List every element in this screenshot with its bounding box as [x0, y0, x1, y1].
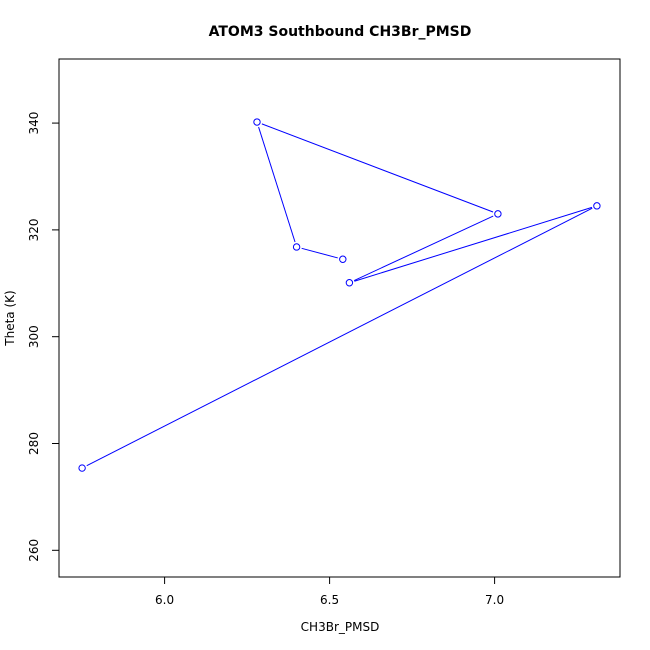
series-layer: [78, 118, 601, 472]
series-line-segment: [261, 123, 494, 213]
x-tick-label: 6.5: [320, 593, 339, 607]
y-tick-label: 320: [27, 218, 41, 241]
y-axis: 260 280 300 320 340: [27, 112, 59, 562]
y-tick-label: 300: [27, 325, 41, 348]
series-line-segment: [354, 206, 593, 282]
data-point: [593, 202, 601, 210]
plot-frame: [58, 58, 621, 578]
data-point: [494, 210, 502, 218]
x-axis-label: CH3Br_PMSD: [301, 620, 380, 634]
x-tick-label: 6.0: [155, 593, 174, 607]
y-tick-label: 340: [27, 112, 41, 135]
data-point: [253, 118, 261, 126]
series-line-segment: [301, 247, 338, 259]
y-tick-label: 260: [27, 539, 41, 562]
x-tick-label: 7.0: [485, 593, 504, 607]
series-line-segment: [353, 215, 494, 282]
chart-title: ATOM3 Southbound CH3Br_PMSD: [209, 24, 472, 40]
y-axis-label: Theta (K): [3, 290, 17, 346]
x-axis: 6.0 6.5 7.0: [155, 577, 504, 607]
data-point: [78, 464, 86, 472]
data-point: [345, 279, 354, 287]
data-point: [292, 243, 301, 251]
series-line-segment: [86, 207, 593, 467]
y-tick-label: 280: [27, 432, 41, 455]
data-point: [339, 255, 347, 263]
series-line-segment: [258, 126, 296, 243]
